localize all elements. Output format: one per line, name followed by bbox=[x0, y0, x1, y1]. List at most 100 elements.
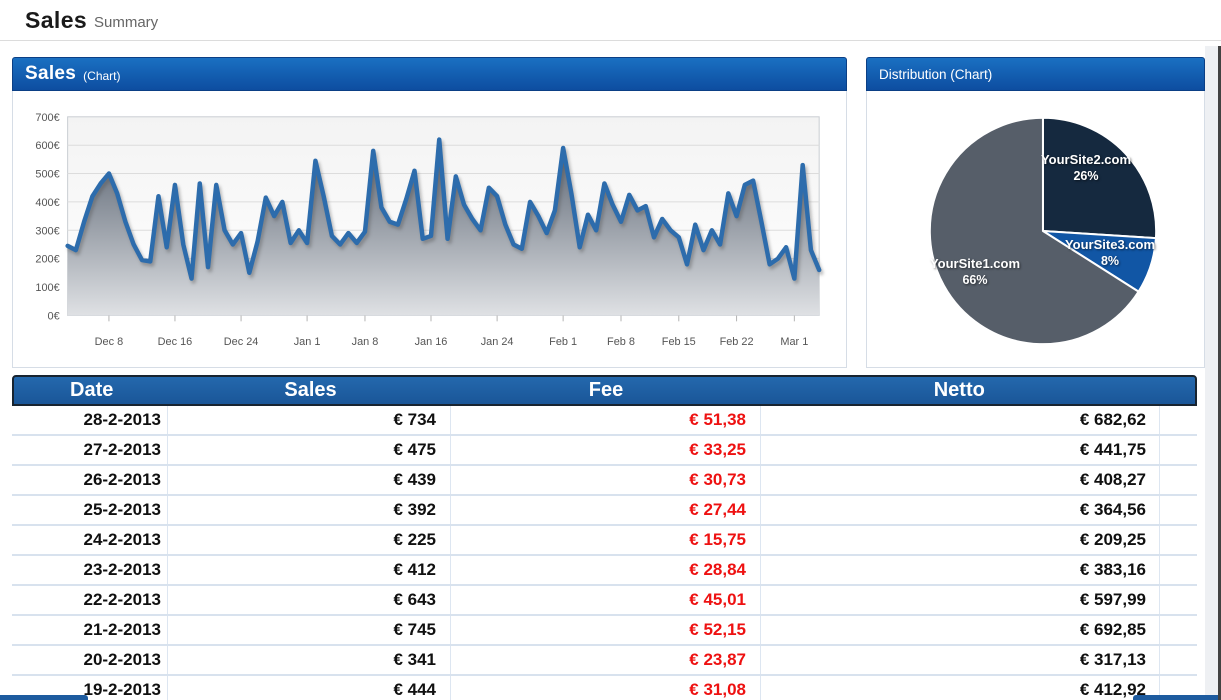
svg-text:Feb 22: Feb 22 bbox=[720, 336, 754, 348]
svg-text:Feb 1: Feb 1 bbox=[549, 336, 577, 348]
table-body: 28-2-2013€ 734€ 51,38€ 682,6227-2-2013€ … bbox=[12, 406, 1197, 700]
cell-date: 27-2-2013 bbox=[12, 436, 168, 464]
sales-summary-page: Sales Summary Sales (Chart) 0€100€200€30… bbox=[0, 0, 1221, 700]
svg-text:Jan 16: Jan 16 bbox=[415, 336, 448, 348]
svg-text:700€: 700€ bbox=[35, 112, 59, 124]
svg-text:0€: 0€ bbox=[48, 310, 60, 322]
distribution-panel-header: Distribution (Chart) bbox=[866, 57, 1205, 91]
cell-sales: € 392 bbox=[168, 496, 451, 524]
cell-netto: € 597,99 bbox=[761, 586, 1160, 614]
sales-panel-title-suffix: (Chart) bbox=[83, 66, 120, 83]
cell-sales: € 745 bbox=[168, 616, 451, 644]
right-gutter bbox=[1205, 46, 1218, 700]
table-row: 21-2-2013€ 745€ 52,15€ 692,85 bbox=[12, 616, 1197, 646]
column-header-netto: Netto bbox=[760, 377, 1158, 404]
cell-netto: € 383,16 bbox=[761, 556, 1160, 584]
svg-text:400€: 400€ bbox=[35, 197, 59, 209]
cell-spacer bbox=[1160, 406, 1197, 434]
cell-spacer bbox=[1160, 496, 1197, 524]
column-header-date: Date bbox=[14, 377, 169, 404]
svg-text:Jan 24: Jan 24 bbox=[481, 336, 514, 348]
table-header-row: DateSalesFeeNetto bbox=[12, 375, 1197, 406]
table-row: 24-2-2013€ 225€ 15,75€ 209,25 bbox=[12, 526, 1197, 556]
cell-sales: € 412 bbox=[168, 556, 451, 584]
svg-text:Dec 24: Dec 24 bbox=[224, 336, 259, 348]
svg-text:Jan 1: Jan 1 bbox=[294, 336, 321, 348]
sales-panel-header: Sales (Chart) bbox=[12, 57, 847, 91]
page-title: Sales bbox=[25, 7, 87, 34]
top-bar: Sales Summary bbox=[0, 0, 1221, 41]
svg-text:Dec 8: Dec 8 bbox=[95, 336, 124, 348]
cell-netto: € 408,27 bbox=[761, 466, 1160, 494]
cell-sales: € 734 bbox=[168, 406, 451, 434]
table-row: 19-2-2013€ 444€ 31,08€ 412,92 bbox=[12, 676, 1197, 700]
cell-sales: € 444 bbox=[168, 676, 451, 700]
table-row: 25-2-2013€ 392€ 27,44€ 364,56 bbox=[12, 496, 1197, 526]
cell-spacer bbox=[1160, 556, 1197, 584]
sales-table: DateSalesFeeNetto 28-2-2013€ 734€ 51,38€… bbox=[12, 375, 1197, 700]
cell-fee: € 27,44 bbox=[451, 496, 761, 524]
cell-netto: € 441,75 bbox=[761, 436, 1160, 464]
svg-text:Feb 8: Feb 8 bbox=[607, 336, 635, 348]
sales-panel-title: Sales bbox=[25, 63, 76, 85]
distribution-chart-panel: Distribution (Chart) YourSite2.com26%You… bbox=[866, 57, 1205, 368]
cell-sales: € 439 bbox=[168, 466, 451, 494]
cell-sales: € 341 bbox=[168, 646, 451, 674]
svg-text:500€: 500€ bbox=[35, 168, 59, 180]
cell-date: 23-2-2013 bbox=[12, 556, 168, 584]
sales-area-chart: 0€100€200€300€400€500€600€700€Dec 8Dec 1… bbox=[13, 91, 846, 366]
cell-date: 21-2-2013 bbox=[12, 616, 168, 644]
distribution-panel-title: Distribution (Chart) bbox=[879, 67, 992, 82]
distribution-pie-chart bbox=[867, 91, 1204, 366]
svg-text:Mar 1: Mar 1 bbox=[780, 336, 808, 348]
cell-date: 22-2-2013 bbox=[12, 586, 168, 614]
cell-sales: € 225 bbox=[168, 526, 451, 554]
cell-spacer bbox=[1160, 616, 1197, 644]
table-row: 28-2-2013€ 734€ 51,38€ 682,62 bbox=[12, 406, 1197, 436]
cell-date: 28-2-2013 bbox=[12, 406, 168, 434]
sales-chart-body: 0€100€200€300€400€500€600€700€Dec 8Dec 1… bbox=[12, 91, 847, 368]
page-subtitle: Summary bbox=[94, 14, 158, 31]
svg-text:600€: 600€ bbox=[35, 140, 59, 152]
cell-netto: € 364,56 bbox=[761, 496, 1160, 524]
cell-netto: € 692,85 bbox=[761, 616, 1160, 644]
cell-sales: € 643 bbox=[168, 586, 451, 614]
table-row: 22-2-2013€ 643€ 45,01€ 597,99 bbox=[12, 586, 1197, 616]
table-row: 23-2-2013€ 412€ 28,84€ 383,16 bbox=[12, 556, 1197, 586]
distribution-chart-body: YourSite2.com26%YourSite3.com8%YourSite1… bbox=[866, 91, 1205, 368]
cell-date: 26-2-2013 bbox=[12, 466, 168, 494]
cell-spacer bbox=[1160, 466, 1197, 494]
cell-spacer bbox=[1160, 526, 1197, 554]
cell-spacer bbox=[1160, 646, 1197, 674]
cell-spacer bbox=[1160, 586, 1197, 614]
cell-fee: € 33,25 bbox=[451, 436, 761, 464]
cell-netto: € 209,25 bbox=[761, 526, 1160, 554]
column-header-sales: Sales bbox=[169, 377, 451, 404]
cell-fee: € 31,08 bbox=[451, 676, 761, 700]
svg-text:Feb 15: Feb 15 bbox=[662, 336, 696, 348]
svg-text:Dec 16: Dec 16 bbox=[158, 336, 193, 348]
svg-text:Jan 8: Jan 8 bbox=[352, 336, 379, 348]
bottom-strip-left bbox=[0, 695, 88, 700]
sales-chart-panel: Sales (Chart) 0€100€200€300€400€500€600€… bbox=[12, 57, 847, 368]
cell-fee: € 52,15 bbox=[451, 616, 761, 644]
cell-fee: € 15,75 bbox=[451, 526, 761, 554]
table-row: 20-2-2013€ 341€ 23,87€ 317,13 bbox=[12, 646, 1197, 676]
cell-fee: € 28,84 bbox=[451, 556, 761, 584]
svg-text:100€: 100€ bbox=[35, 282, 59, 294]
column-header-fee: Fee bbox=[452, 377, 761, 404]
pie-slice bbox=[1043, 118, 1156, 238]
column-header-spacer bbox=[1158, 377, 1195, 404]
cell-date: 24-2-2013 bbox=[12, 526, 168, 554]
cell-fee: € 30,73 bbox=[451, 466, 761, 494]
cell-date: 25-2-2013 bbox=[12, 496, 168, 524]
table-row: 27-2-2013€ 475€ 33,25€ 441,75 bbox=[12, 436, 1197, 466]
cell-fee: € 23,87 bbox=[451, 646, 761, 674]
cell-spacer bbox=[1160, 436, 1197, 464]
svg-text:300€: 300€ bbox=[35, 225, 59, 237]
bottom-strip-right bbox=[1133, 695, 1218, 700]
cell-fee: € 45,01 bbox=[451, 586, 761, 614]
cell-netto: € 317,13 bbox=[761, 646, 1160, 674]
cell-sales: € 475 bbox=[168, 436, 451, 464]
cell-netto: € 682,62 bbox=[761, 406, 1160, 434]
